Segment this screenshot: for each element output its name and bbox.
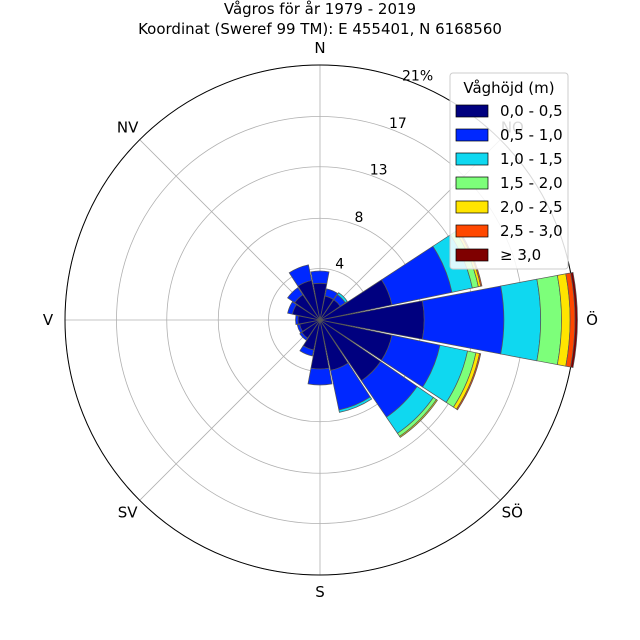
direction-label-5: SV — [118, 503, 139, 521]
bar-sector-10-bin-1 — [299, 331, 309, 341]
radial-tick-label-1: 8 — [354, 210, 363, 226]
direction-label-7: NV — [117, 119, 139, 137]
bar-sector-4-bin-2 — [500, 278, 541, 362]
radial-tick-label-4: 21% — [402, 68, 433, 84]
radial-tick-label-0: 4 — [335, 256, 344, 272]
bar-sector-7-bin-2 — [338, 396, 373, 413]
bar-sector-5-bin-5 — [456, 353, 482, 411]
bar-sector-14-bin-1 — [287, 287, 304, 304]
legend-swatch-2 — [455, 152, 489, 166]
legend-title: Våghöjd (m) — [463, 79, 554, 97]
bar-sector-1-bin-1 — [324, 288, 338, 300]
bar-sector-0-bin-1 — [310, 270, 330, 285]
legend-label-4: 2,0 - 2,5 — [500, 198, 563, 216]
direction-label-4: S — [315, 583, 325, 601]
bar-sector-9-bin-1 — [299, 345, 315, 357]
legend: Våghöjd (m) 0,0 - 0,5 0,5 - 1,0 1,0 - 1,5 1… — [449, 72, 569, 270]
bar-sector-6-bin-4 — [399, 399, 438, 438]
bar-sector-13-bin-1 — [287, 301, 297, 315]
legend-label-1: 0,5 - 1,0 — [500, 126, 563, 144]
legend-label-6: ≥ 3,0 — [500, 246, 541, 264]
bar-sector-8-bin-1 — [307, 367, 333, 386]
bar-sector-2-bin-2 — [336, 292, 348, 304]
bar-sector-15-bin-1 — [288, 264, 313, 287]
legend-label-5: 2,5 - 3,0 — [500, 222, 563, 240]
bar-sector-4-bin-3 — [536, 274, 562, 366]
legend-label-0: 0,0 - 0,5 — [500, 102, 563, 120]
legend-swatch-1 — [455, 128, 489, 142]
grid-spoke-315 — [139, 139, 321, 321]
legend-label-2: 1,0 - 1,5 — [500, 150, 563, 168]
legend-label-3: 1,5 - 2,0 — [500, 174, 563, 192]
grid-spoke-225 — [139, 319, 321, 501]
radial-tick-label-3: 17 — [389, 116, 407, 132]
direction-label-3: SÖ — [502, 502, 523, 521]
legend-swatch-4 — [455, 200, 489, 214]
legend-swatch-3 — [455, 176, 489, 190]
legend-swatch-6 — [455, 248, 489, 262]
chart-title: Vågros för år 1979 - 2019 — [224, 0, 416, 18]
bar-sector-11-bin-1 — [296, 323, 304, 334]
legend-swatch-0 — [455, 104, 489, 118]
bar-sector-12-bin-1 — [295, 315, 299, 325]
bar-sector-4-bin-6 — [570, 272, 578, 368]
legend-box — [449, 72, 569, 270]
direction-label-0: N — [314, 39, 325, 57]
chart-subtitle: Koordinat (Sweref 99 TM): E 455401, N 61… — [138, 20, 502, 38]
direction-label-2: Ö — [586, 310, 598, 329]
direction-label-6: V — [43, 311, 54, 329]
radial-tick-label-2: 13 — [370, 162, 388, 178]
radial-tick-labels: 4 8 13 17 21% — [335, 68, 433, 272]
legend-swatch-5 — [455, 224, 489, 238]
